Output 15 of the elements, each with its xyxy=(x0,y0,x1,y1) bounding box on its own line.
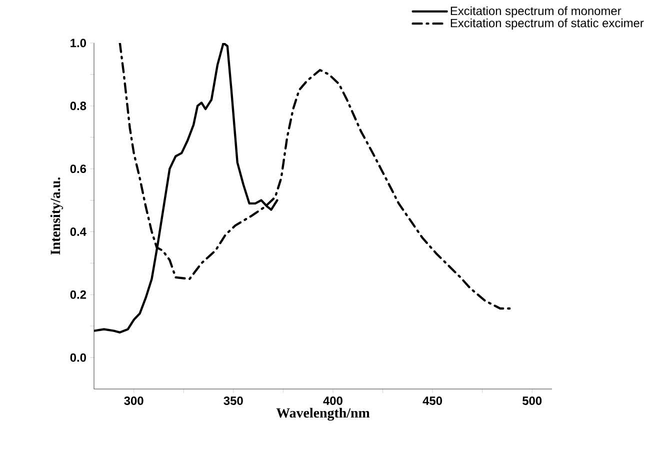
y-tick-label: 0.6 xyxy=(70,164,86,174)
x-tick-label: 450 xyxy=(422,396,442,405)
legend-label: Excitation spectrum of static excimer xyxy=(450,18,644,30)
y-axis-title: Intensity/a.u. xyxy=(50,177,64,255)
y-tick-label: 1.0 xyxy=(70,38,86,48)
x-tick-label: 500 xyxy=(522,396,542,405)
y-tick-label: 0.8 xyxy=(70,102,86,110)
x-tick-label: 350 xyxy=(224,396,243,406)
legend-label: Excitation spectrum of monomer xyxy=(450,6,622,18)
y-tick-label: 0.2 xyxy=(70,290,86,299)
x-axis-title: Wavelength/nm xyxy=(276,408,370,421)
x-tick-label: 300 xyxy=(124,396,144,406)
x-tick-label: 400 xyxy=(323,396,342,405)
y-tick-label: 0.0 xyxy=(70,353,86,362)
y-tick-label: 0.4 xyxy=(70,227,86,236)
